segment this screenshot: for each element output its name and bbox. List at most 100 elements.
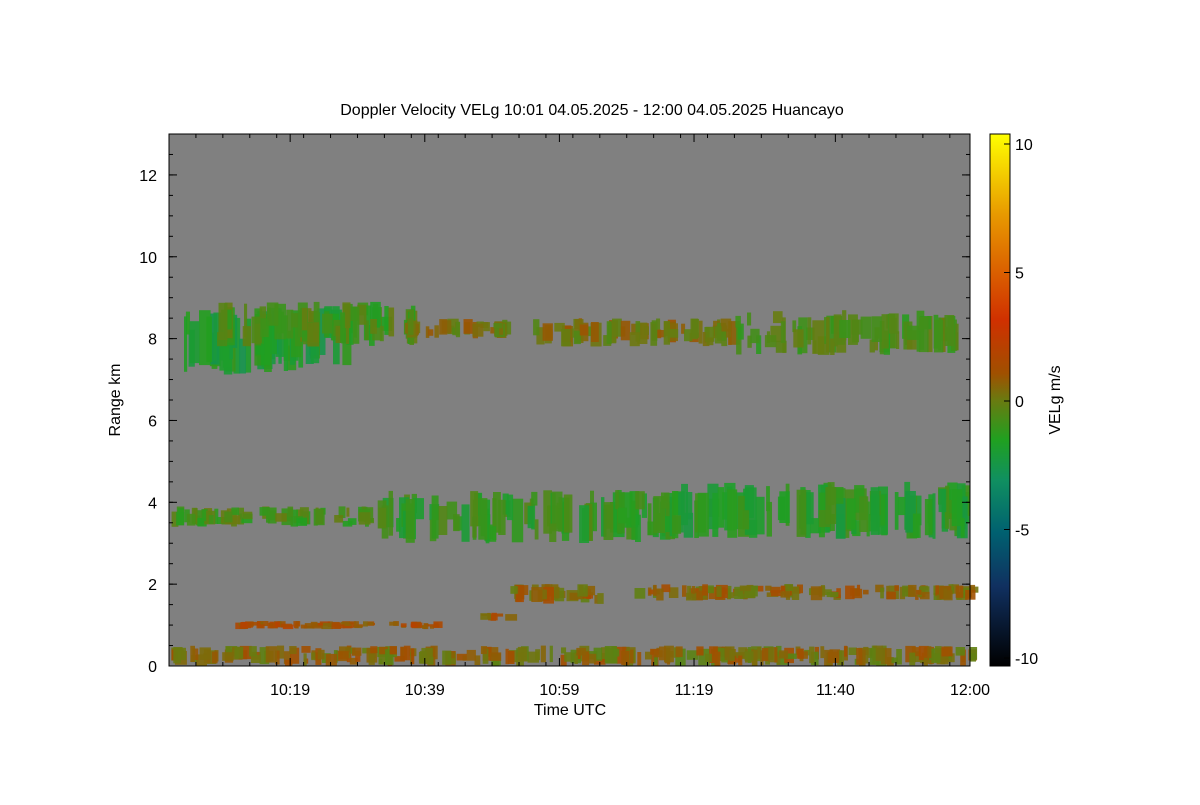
echo-cell <box>727 489 738 538</box>
echo-cell <box>916 495 922 526</box>
echo-cell <box>334 515 344 523</box>
echo-cell <box>826 315 837 353</box>
echo-cell <box>199 310 211 366</box>
echo-cell <box>543 490 552 534</box>
echo-cell <box>369 325 375 346</box>
echo-cell <box>606 321 612 344</box>
echo-cell <box>601 497 605 537</box>
echo-cell <box>225 646 238 657</box>
echo-cell <box>453 514 460 532</box>
echo-cell <box>184 316 188 372</box>
echo-cell <box>540 645 546 663</box>
echo-cell <box>720 318 732 332</box>
echo-cell <box>714 326 722 344</box>
echo-cell <box>780 585 788 591</box>
echo-cell <box>549 523 557 542</box>
echo-cell <box>290 647 300 664</box>
echo-cell <box>824 317 828 344</box>
echo-cell <box>681 483 688 526</box>
echo-cell <box>266 302 279 326</box>
echo-cell <box>368 654 375 665</box>
echo-cell <box>960 518 965 538</box>
echo-cell <box>810 586 823 601</box>
echo-cell <box>434 325 439 338</box>
echo-cell <box>907 325 919 340</box>
echo-cell <box>792 320 797 333</box>
y-tick-label: 10 <box>139 250 157 267</box>
echo-cell <box>357 304 367 325</box>
echo-cell <box>885 648 892 665</box>
echo-cell <box>622 492 633 528</box>
echo-cell <box>905 491 916 533</box>
y-tick-label: 2 <box>148 577 157 594</box>
echo-cell <box>403 645 411 661</box>
echo-cell <box>780 591 790 598</box>
echo-cell <box>826 317 830 353</box>
echo-cell <box>891 657 898 664</box>
echo-cell <box>915 594 919 600</box>
echo-layer <box>377 490 675 544</box>
echo-cell <box>438 506 448 535</box>
echo-cell <box>662 516 671 532</box>
echo-cell <box>352 306 360 344</box>
echo-cell <box>653 650 663 658</box>
echo-cell <box>653 584 657 596</box>
echo-cell <box>709 646 718 663</box>
echo-cell <box>250 654 261 663</box>
echo-cell <box>960 649 966 666</box>
echo-cell <box>291 313 299 328</box>
echo-cell <box>551 491 563 532</box>
echo-cell <box>321 622 333 630</box>
echo-cell <box>603 502 614 540</box>
echo-cell <box>256 624 265 629</box>
echo-cell <box>951 489 963 527</box>
echo-cell <box>260 318 269 338</box>
echo-cell <box>400 646 404 661</box>
echo-cell <box>621 650 630 665</box>
echo-cell <box>591 322 599 342</box>
echo-cell <box>588 653 597 664</box>
x-axis: 10:19 10:39 10:59 11:19 11:40 12:00 <box>168 134 990 699</box>
echo-layer <box>669 481 970 539</box>
echo-cell <box>872 647 876 665</box>
echo-cell <box>564 652 572 662</box>
echo-cell <box>539 589 547 600</box>
echo-cell <box>243 513 253 520</box>
echo-cell <box>629 649 634 664</box>
echo-cell <box>381 316 393 331</box>
echo-cell <box>919 586 930 594</box>
echo-cell <box>757 585 764 592</box>
echo-cell <box>729 649 735 661</box>
y-axis: 0 2 4 6 8 10 12 <box>139 133 970 676</box>
echo-cell <box>214 508 219 524</box>
echo-cell <box>667 329 679 338</box>
echo-cell <box>482 648 489 664</box>
echo-cell <box>455 321 461 338</box>
echo-cell <box>270 322 277 355</box>
echo-cell <box>825 487 837 524</box>
echo-cell <box>620 326 626 337</box>
echo-cell <box>916 330 921 352</box>
echo-cell <box>738 655 743 666</box>
echo-cell <box>629 332 640 347</box>
echo-cell <box>488 613 498 621</box>
echo-cell <box>873 645 883 661</box>
echo-cell <box>531 587 543 602</box>
echo-cell <box>517 586 525 600</box>
echo-cell <box>322 313 333 334</box>
echo-cell <box>875 584 884 593</box>
echo-cell <box>661 492 670 509</box>
echo-cell <box>259 306 267 330</box>
echo-cell <box>728 321 740 345</box>
echo-cell <box>355 650 361 662</box>
echo-cell <box>656 588 664 601</box>
echo-cell <box>895 331 900 349</box>
colorbar-gradient <box>989 133 1011 667</box>
echo-cell <box>920 591 930 600</box>
echo-cell <box>405 499 415 543</box>
echo-cell <box>450 651 456 659</box>
echo-cell <box>378 658 383 664</box>
echo-cell <box>945 485 950 529</box>
echo-cell <box>774 647 778 663</box>
echo-cell <box>211 651 218 664</box>
